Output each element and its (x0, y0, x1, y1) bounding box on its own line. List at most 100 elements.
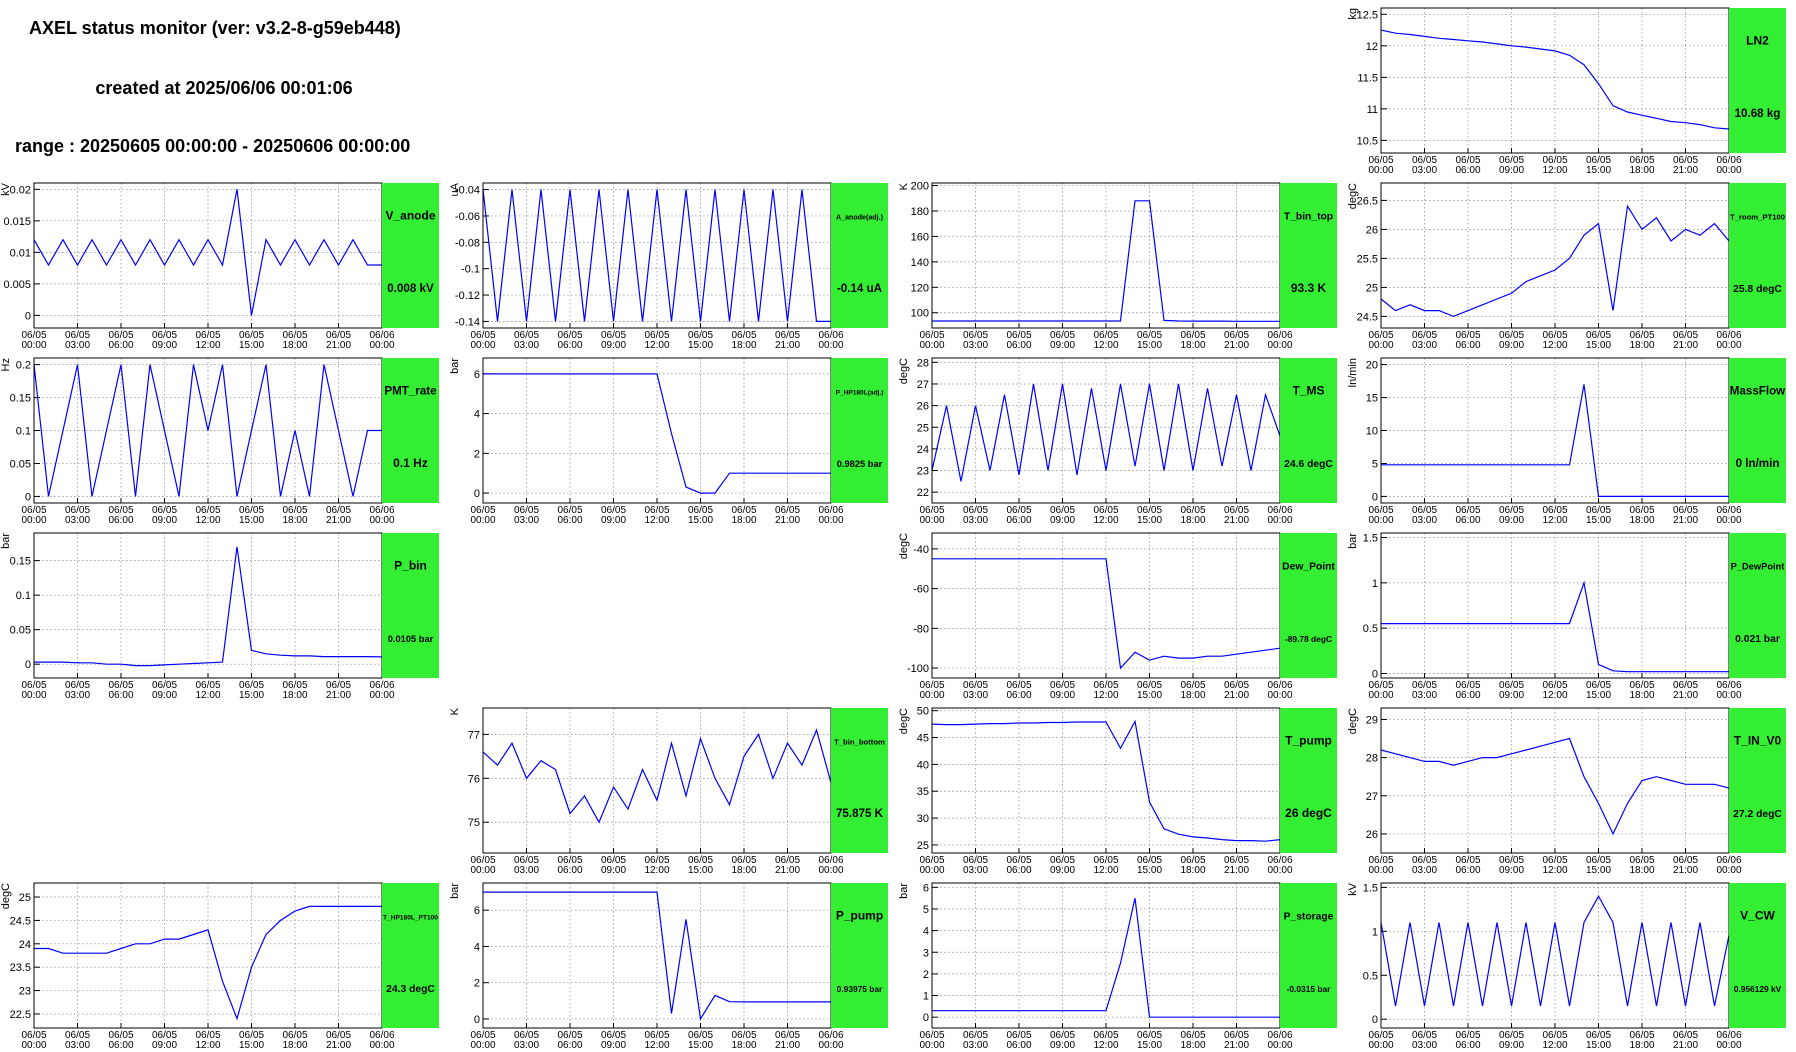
status-value: -89.78 degC (1285, 634, 1332, 644)
x-tick-label: 06/05 09:00 (152, 330, 177, 351)
status-name: PMT_rate (384, 384, 437, 397)
x-tick-label: 06/05 21:00 (775, 505, 800, 526)
data-line (33, 189, 382, 316)
x-tick-label: 06/05 00:00 (470, 505, 495, 526)
x-tick-label: 06/05 21:00 (775, 1030, 800, 1051)
x-tick-label: 06/05 18:00 (1180, 330, 1205, 351)
x-tick-label: 06/06 00:00 (1267, 505, 1292, 526)
x-tick-label: 06/05 03:00 (65, 505, 90, 526)
y-tick-label: 4 (474, 409, 480, 421)
x-tick-label: 06/05 09:00 (1499, 680, 1524, 701)
x-tick-label: 06/05 21:00 (1224, 505, 1249, 526)
y-tick-label: 11.5 (1357, 72, 1378, 84)
x-tick-label: 06/05 18:00 (1629, 1030, 1654, 1051)
data-line (33, 364, 382, 497)
x-tick-label: 06/05 12:00 (1093, 680, 1118, 701)
x-tick-label: 06/05 15:00 (1137, 1030, 1162, 1051)
x-tick-label: 06/05 12:00 (644, 1030, 669, 1051)
x-tick-label: 06/05 06:00 (1006, 855, 1031, 876)
x-tick-label: 06/05 09:00 (601, 1030, 626, 1051)
status-box (1280, 358, 1337, 503)
x-tick-label: 06/05 06:00 (108, 505, 133, 526)
x-tick-label: 06/05 09:00 (1050, 680, 1075, 701)
y-axis-label: degC (1347, 708, 1359, 734)
y-tick-label: 0 (1372, 668, 1378, 680)
y-tick-label: 200 (911, 181, 929, 193)
y-tick-label: 45 (917, 733, 929, 745)
status-box (1729, 533, 1786, 678)
x-tick-label: 06/05 21:00 (326, 1030, 351, 1051)
y-axis-label: bar (449, 358, 461, 374)
y-tick-label: 26 (1366, 224, 1378, 236)
data-line (1380, 204, 1730, 318)
x-tick-label: 06/05 00:00 (470, 330, 495, 351)
x-tick-label: 06/05 03:00 (1412, 680, 1437, 701)
x-tick-label: 06/05 18:00 (1629, 330, 1654, 351)
y-axis-label: K (449, 707, 461, 715)
x-tick-label: 06/05 21:00 (1224, 1030, 1249, 1051)
x-tick-label: 06/05 21:00 (1224, 855, 1249, 876)
x-tick-label: 06/05 15:00 (239, 1030, 264, 1051)
y-tick-label: 15 (1366, 393, 1378, 405)
x-tick-label: 06/05 15:00 (688, 855, 713, 876)
y-tick-label: 6 (923, 882, 929, 894)
x-tick-label: 06/05 18:00 (1629, 855, 1654, 876)
y-tick-label: 4 (474, 941, 480, 953)
y-tick-label: 1 (923, 991, 929, 1003)
y-tick-label: -0.1 (461, 264, 480, 276)
data-line (34, 546, 383, 667)
x-tick-label: 06/05 06:00 (557, 330, 582, 351)
status-name: Dew_Point (1282, 561, 1335, 572)
y-axis-label: ln/min (1347, 358, 1359, 387)
x-tick-label: 06/05 12:00 (195, 680, 220, 701)
status-value: 0 ln/min (1736, 457, 1780, 470)
x-tick-label: 06/05 03:00 (65, 680, 90, 701)
x-tick-label: 06/05 03:00 (1412, 505, 1437, 526)
x-tick-label: 06/05 15:00 (1586, 680, 1611, 701)
y-tick-label: 23 (19, 986, 31, 998)
y-tick-label: 10 (1366, 426, 1378, 438)
y-axis-label: uA (449, 182, 461, 196)
x-tick-label: 06/05 00:00 (21, 680, 46, 701)
y-axis-label: kV (0, 182, 12, 196)
x-tick-label: 06/05 12:00 (644, 505, 669, 526)
x-tick-label: 06/05 21:00 (1673, 680, 1698, 701)
status-box (1729, 883, 1786, 1028)
x-tick-label: 06/05 00:00 (21, 330, 46, 351)
y-tick-label: 0 (25, 659, 31, 671)
status-box (382, 533, 439, 678)
x-tick-label: 06/05 12:00 (1542, 1030, 1567, 1051)
x-tick-label: 06/05 06:00 (108, 680, 133, 701)
y-tick-label: 100 (911, 308, 929, 320)
x-tick-label: 06/05 03:00 (1412, 1030, 1437, 1051)
x-tick-label: 06/05 00:00 (919, 680, 944, 701)
y-tick-label: 50 (917, 706, 929, 718)
x-tick-label: 06/05 12:00 (644, 330, 669, 351)
x-tick-label: 06/05 12:00 (1542, 155, 1567, 176)
status-value: 93.3 K (1291, 281, 1327, 295)
y-tick-label: 0.02 (10, 184, 31, 196)
status-name: T_bin_bottom (834, 737, 885, 746)
status-name: V_anode (385, 208, 435, 222)
x-tick-label: 06/05 06:00 (1455, 330, 1480, 351)
y-tick-label: 0 (25, 310, 31, 322)
x-tick-label: 06/06 00:00 (818, 1030, 843, 1051)
x-tick-label: 06/05 06:00 (1006, 505, 1031, 526)
x-tick-label: 06/05 03:00 (1412, 155, 1437, 176)
status-name: T_IN_V0 (1734, 733, 1782, 747)
y-tick-label: 25 (917, 840, 929, 852)
x-tick-label: 06/05 03:00 (514, 855, 539, 876)
y-tick-label: 26 (917, 401, 929, 413)
status-name: P_HP180L(adj.) (835, 389, 883, 396)
monitor-title: AXEL status monitor (ver: v3.2-8-g59eb44… (29, 18, 401, 38)
y-tick-label: 27 (1366, 791, 1378, 803)
status-box (1280, 183, 1337, 328)
x-tick-label: 06/05 03:00 (65, 330, 90, 351)
x-tick-label: 06/05 09:00 (152, 680, 177, 701)
y-tick-label: 2 (474, 978, 480, 990)
status-name: T_HP180L_PT100 (383, 914, 438, 921)
y-tick-label: 0.15 (10, 556, 31, 568)
status-value: 27.2 degC (1733, 809, 1782, 820)
